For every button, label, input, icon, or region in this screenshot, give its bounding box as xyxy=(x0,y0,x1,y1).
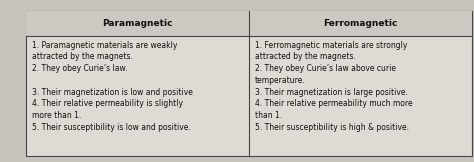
Text: Ferromagnetic: Ferromagnetic xyxy=(323,19,397,28)
FancyBboxPatch shape xyxy=(26,11,472,156)
FancyBboxPatch shape xyxy=(26,11,472,36)
Text: 1. Paramagnetic materials are weakly
attracted by the magnets.
2. They obey Curi: 1. Paramagnetic materials are weakly att… xyxy=(32,40,192,132)
Text: Paramagnetic: Paramagnetic xyxy=(102,19,173,28)
Text: 1. Ferromagnetic materials are strongly
attracted by the magnets.
2. They obey C: 1. Ferromagnetic materials are strongly … xyxy=(255,40,412,132)
